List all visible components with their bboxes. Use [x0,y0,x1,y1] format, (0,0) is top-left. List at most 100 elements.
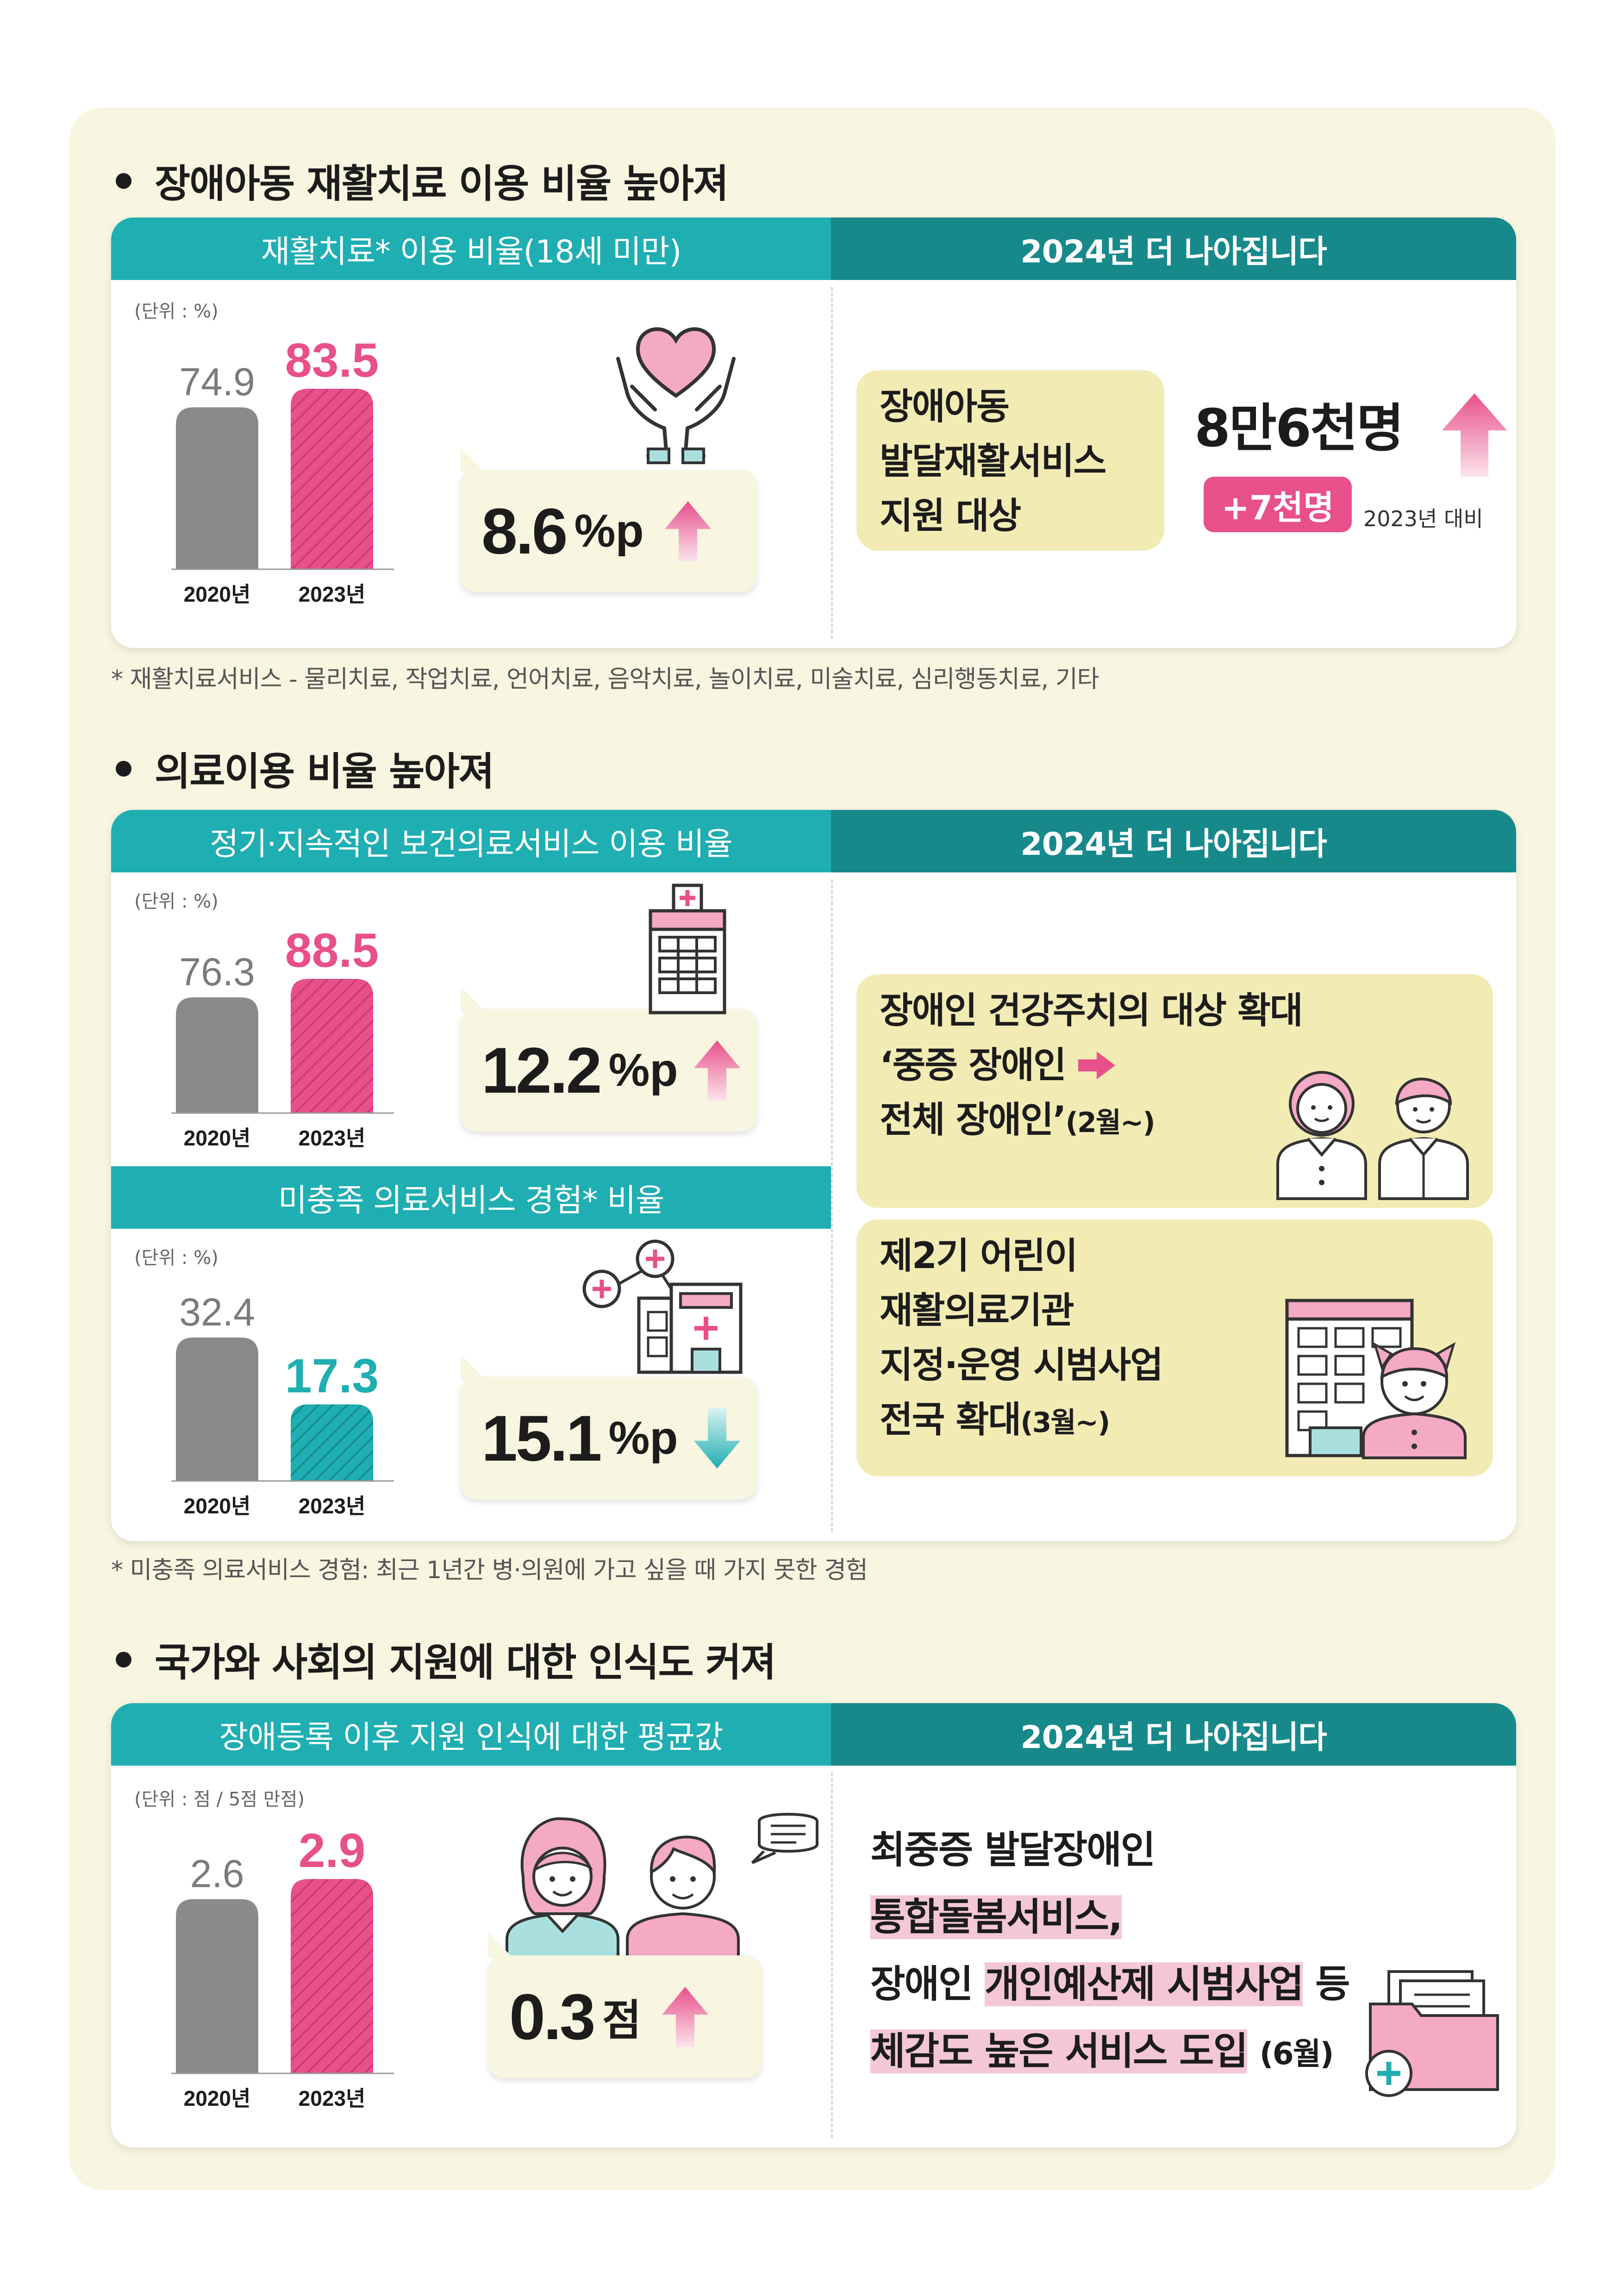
category-label: 2023년 [299,1494,366,1518]
section-2-sub-header: 미충족 의료서비스 경험* 비율 [111,1166,831,1229]
bar-2023년 [291,1879,373,2073]
policy2-line-4: 전국 확대 [880,1399,1021,1441]
policy-box-2-text: 제2기 어린이 재활의료기관 지정·운영 시범사업 전국 확대(3월~) [880,1229,1163,1450]
service-intro-text: 최중증 발달장애인 통합돌봄서비스, 장애인 개인예산제 시범사업 등 체감도 … [870,1817,1350,2087]
change-unit: 점 [602,1996,642,2045]
change-bubble: 12.2 %p [461,987,757,1132]
hospital-icon [649,884,726,1014]
policy-line-3-date: (2월~) [1065,1107,1156,1139]
section-3-right-header: 2024년 더 나아집니다 [831,1703,1516,1766]
bar-value-label: 76.3 [179,950,255,994]
change-bubble: 0.3 점 [488,1933,762,2078]
category-label: 2020년 [184,2086,251,2110]
policy2-line-3: 지정·운영 시범사업 [880,1344,1163,1386]
unit-label: (단위 : %) [134,301,219,322]
arrow-up-icon [694,1040,741,1101]
change-unit: %p [574,505,644,557]
rehab-building-child-icon [1285,1299,1467,1459]
service-line-4-date: (6월) [1259,2036,1334,2072]
unit-label: (단위 : 점 / 5점 만점) [134,1789,305,1810]
bubble-tail [461,1355,486,1380]
chart-unmet-medical-need: 32.4 2020년 17.3 2023년 [171,1290,394,1518]
service-line-2: 통합돌봄서비스, [870,1895,1123,1939]
arrow-up-icon [662,1986,709,2047]
bar-2020년 [176,1338,258,1481]
chart-rehab-usage: 74.9 2020년 83.5 2023년 [171,334,394,606]
section-1-left-header: 재활치료* 이용 비율(18세 미만) [111,218,831,280]
change-unit: %p [608,1412,678,1464]
policy-line-1: 장애인 건강주치의 대상 확대 [880,990,1303,1032]
clinic-icon [582,1239,743,1374]
policy-box-1-text: 장애인 건강주치의 대상 확대 ‘중증 장애인 전체 장애인’(2월~) [880,983,1303,1150]
unit-label: (단위 : %) [134,891,219,912]
heart-hands-icon [616,327,736,464]
section-1-card: 재활치료* 이용 비율(18세 미만) 2024년 더 나아집니다 (단위 : … [111,218,1516,648]
arrow-down-icon [694,1408,741,1468]
bullet-dot [116,173,131,189]
chart-support-awareness: 2.6 2020년 2.9 2023년 [171,1824,394,2110]
policy2-line-2: 재활의료기관 [880,1290,1074,1332]
folder-plus-icon [1365,1970,1499,2097]
section-1-footnote: * 재활치료서비스 - 물리치료, 작업치료, 언어치료, 음악치료, 놀이치료… [111,666,1099,693]
bar-2020년 [176,407,258,569]
arrow-up-icon [664,501,711,561]
service-line-3b: 개인예산제 시범사업 [984,1962,1304,2006]
section-3-left-header: 장애등록 이후 지원 인식에 대한 평균값 [111,1703,831,1766]
bar-2020년 [176,997,258,1113]
bar-2023년 [291,1404,373,1481]
section-2-title: 의료이용 비율 높아져 [116,740,494,796]
service-line-3a: 장애인 [870,1962,973,2006]
divider [831,287,833,639]
change-value: 12.2 [481,1033,602,1107]
category-label: 2023년 [299,582,366,606]
chart-health-service-usage: 76.3 2020년 88.5 2023년 [171,924,394,1150]
elderly-pair-icon [506,1813,818,1960]
target-line-1: 장애아동 [880,386,1010,428]
compare-note: 2023년 대비 [1363,506,1483,531]
section-2-left-header: 정기·지속적인 보건의료서비스 이용 비율 [111,810,831,872]
policy2-line-4-date: (3월~) [1020,1406,1110,1439]
bubble-tail [461,987,486,1012]
change-value: 15.1 [481,1401,602,1475]
section-3-card: 장애등록 이후 지원 인식에 대한 평균값 2024년 더 나아집니다 (단위 … [111,1703,1516,2147]
bar-value-label: 2.6 [190,1852,244,1895]
bar-2020년 [176,1899,258,2073]
policy-line-2: ‘중증 장애인 [880,1045,1067,1086]
bubble-tail [461,448,486,473]
bullet-dot [116,760,131,777]
bullet-dot [116,1651,131,1668]
section-2-right-header: 2024년 더 나아집니다 [831,810,1516,872]
category-label: 2020년 [184,1494,251,1518]
category-label: 2020년 [184,1126,251,1150]
arrow-up-icon [1442,393,1507,477]
section-1-right-header: 2024년 더 나아집니다 [831,218,1516,280]
service-line-3c: 등 [1315,1962,1350,2006]
bar-value-label: 74.9 [179,360,255,404]
big-stat: 8만6천명 [1194,398,1404,459]
section-2-footnote: * 미충족 의료서비스 경험: 최근 1년간 병·의원에 가고 싶을 때 가지 … [111,1556,868,1584]
change-value: 8.6 [481,494,568,567]
bar-value-label: 17.3 [285,1349,379,1403]
bar-value-label: 83.5 [285,334,379,387]
service-line-1: 최중증 발달장애인 [870,1828,1156,1872]
bar-value-label: 2.9 [299,1824,366,1878]
bar-value-label: 88.5 [285,924,379,977]
section-2-card: 정기·지속적인 보건의료서비스 이용 비율 2024년 더 나아집니다 (단위 … [111,810,1516,1541]
service-line-4: 체감도 높은 서비스 도입 [870,2029,1248,2073]
category-label: 2023년 [299,2086,366,2110]
target-line-3: 지원 대상 [880,495,1021,537]
divider [831,879,833,1532]
section-3-title-text: 국가와 사회의 지원에 대한 인식도 커져 [155,1640,776,1685]
section-1-title: 장애아동 재활치료 이용 비율 높아져 [116,153,729,209]
change-bubble: 15.1 %p [461,1355,757,1500]
change-unit: %p [608,1044,678,1096]
bar-2023년 [291,389,373,569]
bar-value-label: 32.4 [179,1290,255,1334]
category-label: 2023년 [299,1126,366,1150]
category-label: 2020년 [184,582,251,606]
policy2-line-1: 제2기 어린이 [880,1235,1078,1277]
target-box [856,370,1164,551]
policy-line-3: 전체 장애인’ [880,1099,1067,1141]
doctor-pair-icon [1276,1071,1469,1200]
change-bubble: 8.6 %p [461,448,757,592]
